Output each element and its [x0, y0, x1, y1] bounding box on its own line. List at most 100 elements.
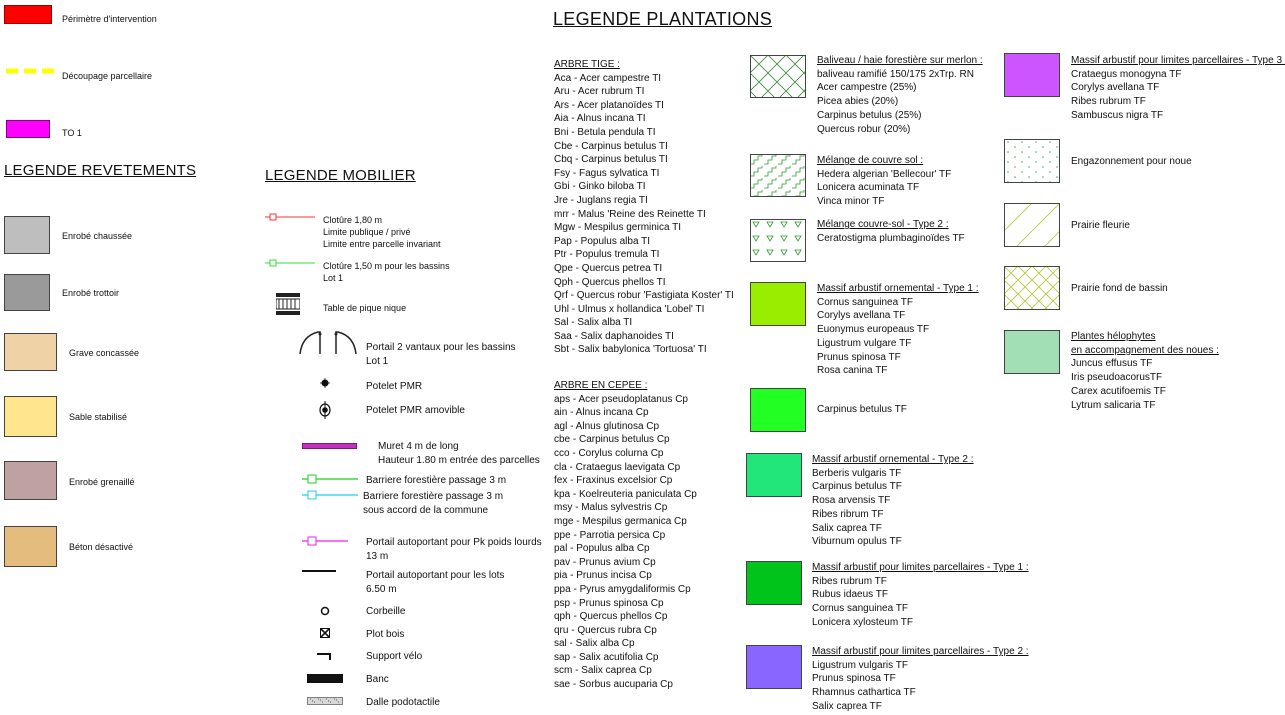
plant-legend-text: Carpinus betulus TF	[817, 404, 907, 415]
list-item: pav - Prunus avium Cp	[554, 556, 656, 568]
tactile-paving-icon	[307, 697, 343, 705]
mobilier-label: Dalle podotactile	[366, 697, 440, 708]
mobilier-label: Potelet PMR amovible	[366, 405, 465, 416]
list-item: Qph - Quercus phellos TI	[554, 276, 666, 288]
list-item: Saa - Salix daphanoides TI	[554, 330, 674, 342]
couvre-sol-swatch	[750, 154, 806, 197]
arbre-cepee-header: ARBRE EN CEPEE :	[554, 380, 648, 391]
plant-legend-text: Massif arbustif ornemental - Type 2 : Be…	[812, 454, 974, 548]
mobilier-label: Portail autoportant pour Pk poids lourds…	[366, 537, 542, 562]
basket-icon	[320, 606, 330, 616]
removable-pmr-post-icon	[319, 401, 331, 419]
list-item: ppe - Parrotia persica Cp	[554, 529, 666, 541]
list-item: cco - Corylus colurna Cp	[554, 447, 664, 459]
list-item: psp - Prunus spinosa Cp	[554, 597, 664, 609]
list-item: Gbi - Ginko biloba TI	[554, 181, 646, 193]
list-item: Pap - Populus alba TI	[554, 235, 650, 247]
list-item: Aru - Acer rubrum TI	[554, 86, 645, 98]
green-barrier-icon	[302, 474, 358, 484]
picnic-table-icon	[276, 293, 300, 315]
helophytes-swatch	[1004, 330, 1060, 374]
revetement-swatch	[4, 396, 57, 437]
plant-legend-text: Baliveau / haie forestière sur merlon : …	[817, 55, 983, 135]
magenta-wall-icon	[302, 443, 357, 449]
green-fence-line-icon	[265, 259, 315, 267]
revetements-title: LEGENDE REVETEMENTS	[4, 162, 197, 179]
list-item: qru - Quercus rubra Cp	[554, 624, 657, 636]
revetement-swatch	[4, 333, 57, 371]
list-item: Sbt - Salix babylonica 'Tortuosa' TI	[554, 344, 707, 356]
arbre-tige-list: ARBRE TIGE : Aca - Acer campestre TI Aru…	[554, 58, 734, 357]
list-item: agl - Alnus glutinosa Cp	[554, 420, 660, 432]
list-item: mge - Mespilus germanica Cp	[554, 515, 687, 527]
list-item: Mgw - Mespilus germinica TI	[554, 222, 682, 234]
plant-legend-text: Massif arbustif pour limites parcellaire…	[812, 646, 1029, 712]
double-gate-icon	[299, 331, 357, 355]
massif-limites-type3-swatch	[1004, 53, 1060, 97]
list-item: scm - Salix caprea Cp	[554, 665, 652, 677]
wood-bollard-icon	[320, 628, 330, 638]
bench-icon	[307, 674, 343, 683]
massif-ornemental-type1-swatch	[750, 282, 806, 326]
list-item: pia - Prunus incisa Cp	[554, 570, 652, 582]
pmr-post-icon	[320, 378, 330, 388]
list-item: ppa - Pyrus amygdaliformis Cp	[554, 583, 691, 595]
plantations-title: LEGENDE PLANTATIONS	[553, 9, 773, 29]
bike-rack-icon	[317, 653, 331, 660]
arbre-tige-header: ARBRE TIGE :	[554, 59, 620, 70]
parcel-label: Découpage parcellaire	[62, 71, 153, 81]
list-item: Qrf - Quercus robur 'Fastigiata Koster' …	[554, 290, 734, 302]
plant-legend-text: Massif arbustif pour limites parcellaire…	[812, 562, 1029, 628]
list-item: Ars - Acer platanoïdes TI	[554, 99, 664, 111]
revetement-swatch	[4, 461, 57, 500]
baliveau-swatch	[750, 55, 806, 98]
list-item: sae - Sorbus aucuparia Cp	[554, 679, 673, 691]
mobilier-title: LEGENDE MOBILIER	[265, 167, 416, 184]
plant-legend-text: Massif arbustif pour limites parcellaire…	[1071, 55, 1285, 121]
carpinus-swatch	[750, 388, 806, 432]
list-item: Sal - Salix alba TI	[554, 317, 633, 329]
list-item: pal - Populus alba Cp	[554, 543, 650, 555]
list-item: kpa - Koelreuteria paniculata Cp	[554, 488, 697, 500]
list-item: Uhl - Ulmus x hollandica 'Lobel' TI	[554, 303, 705, 315]
perimeter-label: Périmètre d'intervention	[62, 14, 157, 24]
revetement-label: Enrobé chaussée	[62, 231, 133, 241]
parcel-dash-icon	[6, 68, 54, 74]
list-item: Cbe - Carpinus betulus TI	[554, 140, 668, 152]
mobilier-label: Table de pique nique	[323, 303, 407, 313]
plant-legend-text: Engazonnement pour noue	[1071, 156, 1192, 167]
mobilier-label: Plot bois	[366, 629, 405, 640]
list-item: Qpe - Quercus petrea TI	[554, 262, 663, 274]
arbre-cepee-list: ARBRE EN CEPEE : aps - Acer pseudoplatan…	[554, 379, 697, 692]
plant-legend-text: Plantes hélophytes en accompagnement des…	[1071, 331, 1219, 411]
revetement-swatch	[4, 274, 50, 311]
revetement-swatch	[4, 216, 50, 254]
massif-limites-type1-swatch	[746, 561, 802, 605]
mobilier-label: Clotûre 1,50 m pour les bassins Lot 1	[323, 261, 450, 283]
list-item: ain - Alnus incana Cp	[554, 407, 649, 419]
mobilier-label: Barriere forestière passage 3 m sous acc…	[363, 491, 504, 516]
plant-legend-text: Prairie fond de bassin	[1071, 283, 1168, 294]
prairie-fond-bassin-swatch	[1004, 266, 1060, 310]
magenta-sliding-gate-icon	[302, 536, 348, 546]
engazonnement-swatch	[1004, 139, 1060, 183]
massif-ornemental-type2-swatch	[746, 453, 802, 497]
list-item: sap - Salix acutifolia Cp	[554, 651, 659, 663]
couvre-sol-type2-swatch	[750, 219, 806, 262]
mobilier-label: Potelet PMR	[366, 381, 423, 392]
plant-legend-text: Massif arbustif ornemental - Type 1 : Co…	[817, 283, 979, 377]
list-item: mrr - Malus 'Reine des Reinette TI	[554, 208, 706, 220]
list-item: Aia - Alnus incana TI	[554, 113, 646, 125]
list-item: Fsy - Fagus sylvatica TI	[554, 167, 660, 179]
list-item: cbe - Carpinus betulus Cp	[554, 434, 670, 446]
perimeter-swatch	[4, 5, 52, 24]
black-sliding-gate-icon	[302, 570, 336, 572]
revetement-label: Enrobé grenaillé	[69, 477, 135, 487]
revetement-label: Béton désactivé	[69, 542, 134, 552]
to1-swatch	[6, 120, 50, 138]
mobilier-label: Muret 4 m de long Hauteur 1.80 m entrée …	[378, 441, 540, 466]
list-item: Cbq - Carpinus betulus TI	[554, 154, 668, 166]
revetement-label: Sable stabilisé	[69, 412, 128, 422]
mobilier-label: Support vélo	[366, 651, 423, 662]
list-item: Aca - Acer campestre TI	[554, 72, 662, 84]
